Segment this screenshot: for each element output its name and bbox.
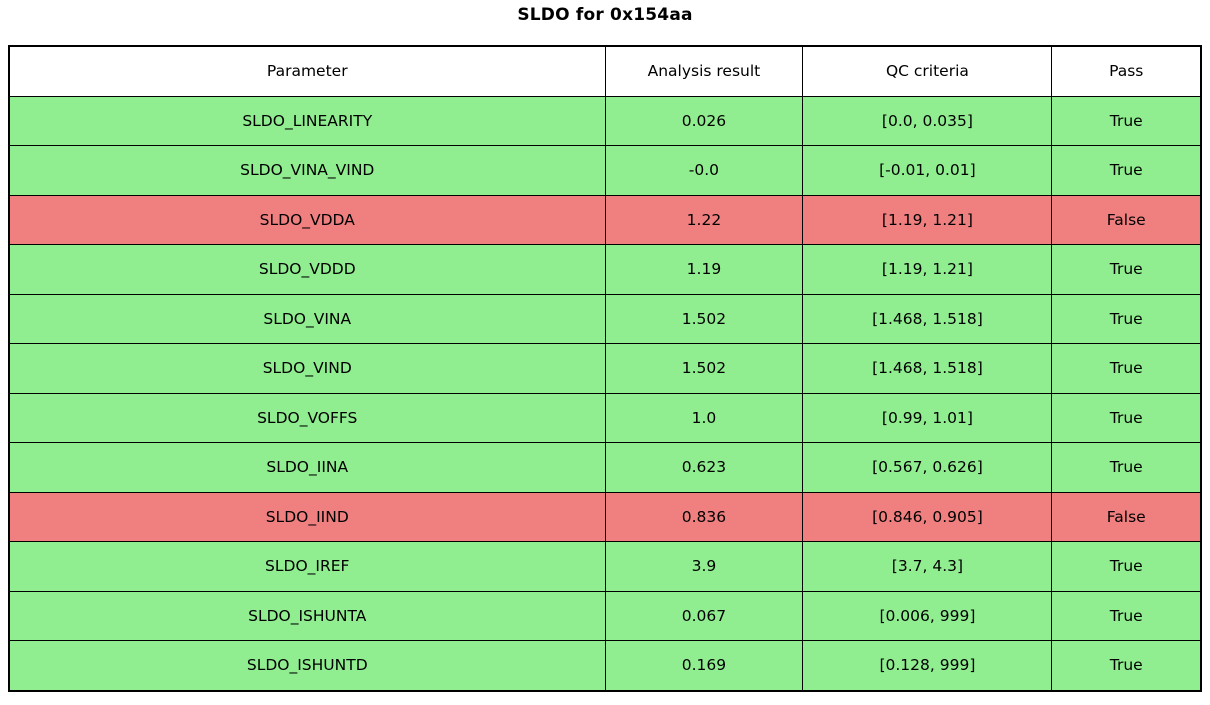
- parameter-cell: SLDO_VOFFS: [8, 392, 606, 443]
- criteria-cell: [-0.01, 0.01]: [802, 145, 1053, 196]
- result-cell: 1.502: [604, 293, 804, 344]
- parameter-cell: SLDO_IIND: [8, 491, 606, 542]
- table-row: SLDO_ISHUNTA 0.067 [0.006, 999] True: [8, 590, 1202, 641]
- criteria-cell: [1.19, 1.21]: [802, 244, 1053, 295]
- table-row: SLDO_ISHUNTD 0.169 [0.128, 999] True: [8, 640, 1202, 691]
- result-cell: 0.169: [604, 640, 804, 691]
- table-row: SLDO_IREF 3.9 [3.7, 4.3] True: [8, 541, 1202, 592]
- page-title: SLDO for 0x154aa: [517, 5, 693, 25]
- parameter-cell: SLDO_VINA: [8, 293, 606, 344]
- parameter-cell: SLDO_IINA: [8, 442, 606, 493]
- table-row: SLDO_IIND 0.836 [0.846, 0.905] False: [8, 491, 1202, 542]
- criteria-cell: [1.468, 1.518]: [802, 343, 1053, 394]
- table-row: SLDO_LINEARITY 0.026 [0.0, 0.035] True: [8, 95, 1202, 146]
- criteria-cell: [1.19, 1.21]: [802, 194, 1053, 245]
- column-header-pass: Pass: [1051, 45, 1202, 97]
- table-header: Parameter Analysis result QC criteria Pa…: [8, 45, 1202, 97]
- criteria-cell: [3.7, 4.3]: [802, 541, 1053, 592]
- result-cell: 1.22: [604, 194, 804, 245]
- table-row: SLDO_VDDD 1.19 [1.19, 1.21] True: [8, 244, 1202, 295]
- pass-cell: False: [1051, 491, 1202, 542]
- result-cell: 1.502: [604, 343, 804, 394]
- parameter-cell: SLDO_IREF: [8, 541, 606, 592]
- parameter-cell: SLDO_ISHUNTA: [8, 590, 606, 641]
- pass-cell: True: [1051, 244, 1202, 295]
- pass-cell: True: [1051, 343, 1202, 394]
- result-cell: 0.836: [604, 491, 804, 542]
- criteria-cell: [0.99, 1.01]: [802, 392, 1053, 443]
- criteria-cell: [1.468, 1.518]: [802, 293, 1053, 344]
- parameter-cell: SLDO_VDDA: [8, 194, 606, 245]
- qc-results-table: Parameter Analysis result QC criteria Pa…: [8, 45, 1202, 692]
- table-row: SLDO_VDDA 1.22 [1.19, 1.21] False: [8, 194, 1202, 245]
- parameter-cell: SLDO_VDDD: [8, 244, 606, 295]
- table-row: SLDO_IINA 0.623 [0.567, 0.626] True: [8, 442, 1202, 493]
- pass-cell: True: [1051, 590, 1202, 641]
- result-cell: 0.067: [604, 590, 804, 641]
- criteria-cell: [0.0, 0.035]: [802, 95, 1053, 146]
- result-cell: 0.623: [604, 442, 804, 493]
- pass-cell: True: [1051, 392, 1202, 443]
- parameter-cell: SLDO_VINA_VIND: [8, 145, 606, 196]
- column-header-parameter: Parameter: [8, 45, 606, 97]
- result-cell: 3.9: [604, 541, 804, 592]
- pass-cell: True: [1051, 442, 1202, 493]
- result-cell: -0.0: [604, 145, 804, 196]
- criteria-cell: [0.846, 0.905]: [802, 491, 1053, 542]
- table-row: SLDO_VIND 1.502 [1.468, 1.518] True: [8, 343, 1202, 394]
- parameter-cell: SLDO_LINEARITY: [8, 95, 606, 146]
- pass-cell: True: [1051, 640, 1202, 691]
- table-row: SLDO_VINA_VIND -0.0 [-0.01, 0.01] True: [8, 145, 1202, 196]
- table-row: SLDO_VINA 1.502 [1.468, 1.518] True: [8, 293, 1202, 344]
- pass-cell: True: [1051, 145, 1202, 196]
- result-cell: 1.19: [604, 244, 804, 295]
- parameter-cell: SLDO_VIND: [8, 343, 606, 394]
- column-header-analysis-result: Analysis result: [604, 45, 804, 97]
- pass-cell: True: [1051, 95, 1202, 146]
- result-cell: 1.0: [604, 392, 804, 443]
- pass-cell: False: [1051, 194, 1202, 245]
- criteria-cell: [0.128, 999]: [802, 640, 1053, 691]
- table-body: SLDO_LINEARITY 0.026 [0.0, 0.035] True SLDO_…: [8, 95, 1202, 691]
- criteria-cell: [0.006, 999]: [802, 590, 1053, 641]
- pass-cell: True: [1051, 541, 1202, 592]
- parameter-cell: SLDO_ISHUNTD: [8, 640, 606, 691]
- header-row: Parameter Analysis result QC criteria Pa…: [8, 45, 1202, 97]
- result-cell: 0.026: [604, 95, 804, 146]
- criteria-cell: [0.567, 0.626]: [802, 442, 1053, 493]
- table-row: SLDO_VOFFS 1.0 [0.99, 1.01] True: [8, 392, 1202, 443]
- column-header-qc-criteria: QC criteria: [802, 45, 1053, 97]
- pass-cell: True: [1051, 293, 1202, 344]
